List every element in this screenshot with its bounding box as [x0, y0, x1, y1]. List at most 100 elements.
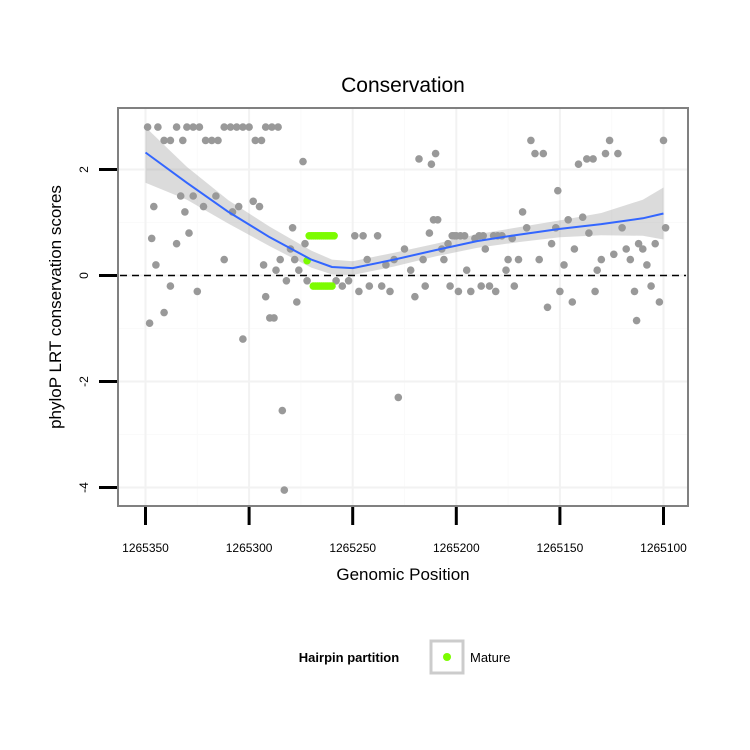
background-point [591, 287, 599, 296]
background-point [255, 202, 264, 211]
background-point [150, 202, 158, 211]
legend-mature-marker [443, 653, 451, 661]
background-point [560, 261, 568, 269]
background-point [303, 277, 311, 285]
background-point [301, 239, 309, 248]
y-tick-label: -2 [77, 376, 91, 387]
background-point [201, 136, 210, 145]
x-axis-title: Genomic Position [336, 565, 469, 584]
background-point [639, 245, 647, 253]
background-point [280, 486, 289, 494]
background-point [268, 123, 276, 131]
legend: Hairpin partition Mature [299, 639, 510, 675]
background-point [421, 282, 430, 290]
background-point [212, 192, 220, 200]
background-point [444, 239, 452, 248]
mature-point [330, 232, 338, 240]
background-point [386, 287, 394, 296]
background-point [597, 255, 606, 264]
background-point [446, 282, 454, 290]
background-point [239, 123, 247, 131]
background-point [332, 277, 340, 285]
background-point [502, 266, 510, 275]
background-point [359, 232, 367, 240]
background-point [589, 155, 597, 163]
background-point [172, 123, 181, 131]
background-point [199, 202, 208, 211]
x-tick-label: 1265200 [433, 541, 480, 555]
background-point [578, 213, 587, 221]
background-point [593, 266, 601, 275]
background-point [543, 303, 552, 312]
background-point [172, 239, 181, 248]
background-point [425, 229, 434, 237]
chart-title: Conservation [341, 74, 465, 97]
background-point [373, 232, 382, 240]
background-point [467, 287, 475, 296]
background-point [160, 136, 168, 145]
background-point [234, 202, 243, 211]
background-point [632, 316, 641, 325]
background-point [462, 266, 471, 275]
background-point [614, 149, 622, 158]
mature-point [328, 282, 336, 290]
background-point [431, 149, 440, 158]
background-point [504, 255, 512, 264]
background-point [477, 282, 486, 290]
background-point [274, 123, 282, 131]
background-point [363, 255, 372, 264]
background-point [189, 123, 197, 131]
background-point [585, 229, 593, 237]
background-point [647, 282, 655, 290]
background-point [400, 245, 409, 253]
background-point [460, 232, 469, 240]
legend-title: Hairpin partition [299, 650, 399, 665]
x-tick-label: 1265250 [329, 541, 376, 555]
background-point [661, 224, 670, 232]
background-point [479, 232, 488, 240]
background-point [208, 136, 216, 145]
background-point [485, 282, 494, 290]
background-point [491, 287, 500, 296]
y-tick-label: 0 [77, 272, 91, 279]
background-point [610, 250, 618, 259]
background-point [276, 255, 285, 264]
background-point [440, 255, 448, 264]
x-axis: 1265350 1265300 1265250 1265200 1265150 12651… [122, 507, 687, 555]
background-point [143, 123, 152, 131]
background-point [295, 266, 303, 275]
background-point [145, 319, 154, 328]
y-tick-label: 2 [77, 166, 91, 173]
background-point [272, 266, 280, 275]
background-point [547, 239, 556, 248]
background-point [605, 136, 614, 145]
background-point [564, 216, 572, 224]
background-point [189, 192, 197, 200]
x-tick-label: 1265350 [122, 541, 169, 555]
background-point [514, 255, 523, 264]
y-axis-title: phyloP LRT conservation scores [46, 185, 65, 429]
background-point [181, 208, 189, 216]
background-point [574, 160, 583, 168]
x-tick-label: 1265300 [226, 541, 273, 555]
background-point [427, 160, 436, 168]
background-point [618, 224, 626, 232]
minor-gridlines [119, 109, 687, 505]
background-point [355, 287, 363, 296]
major-gridlines [119, 109, 687, 505]
plot-panel [117, 107, 689, 507]
background-point [220, 255, 228, 264]
background-point [288, 224, 297, 232]
smooth-trend-line [144, 151, 664, 270]
background-point [510, 282, 519, 290]
background-point [166, 136, 175, 145]
background-point [433, 216, 442, 224]
background-point [622, 245, 630, 253]
background-point [454, 287, 463, 296]
background-point [382, 261, 390, 269]
confidence-band-area [145, 127, 664, 275]
background-point [160, 308, 168, 317]
background-point [193, 287, 202, 296]
background-point [239, 335, 247, 343]
